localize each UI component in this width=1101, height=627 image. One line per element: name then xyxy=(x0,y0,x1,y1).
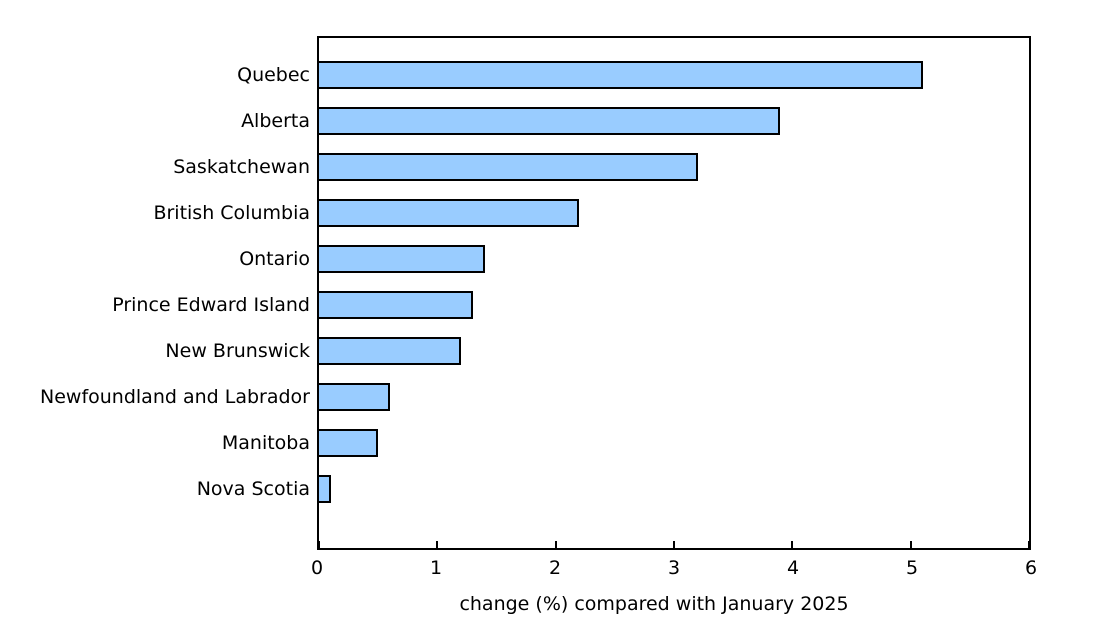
bar-row xyxy=(317,144,1029,190)
bar xyxy=(317,383,390,411)
bar-row xyxy=(317,374,1029,420)
plot-area xyxy=(317,36,1031,550)
bar-row xyxy=(317,190,1029,236)
category-label: Quebec xyxy=(237,64,310,86)
category-label: Ontario xyxy=(239,248,310,270)
x-axis-tick xyxy=(673,541,675,548)
category-label: Prince Edward Island xyxy=(112,294,310,316)
bar xyxy=(317,429,379,457)
bar-row xyxy=(317,282,1029,328)
bar xyxy=(317,245,485,273)
y-axis-category-labels: Quebec Alberta Saskatchewan British Columbi… xyxy=(0,52,310,512)
bar xyxy=(317,153,698,181)
x-axis-tick-label: 6 xyxy=(1024,557,1038,579)
x-axis-tick xyxy=(554,541,557,548)
bars-container xyxy=(317,52,1029,512)
category-label: Nova Scotia xyxy=(196,478,310,500)
category-label: Alberta xyxy=(241,110,310,132)
category-label: New Brunswick xyxy=(165,340,310,362)
x-axis-tick-label: 1 xyxy=(429,557,443,579)
x-axis-tick xyxy=(436,541,439,548)
bar-row xyxy=(317,420,1029,466)
x-axis-tick xyxy=(909,541,912,548)
category-label: Saskatchewan xyxy=(173,156,310,178)
bar xyxy=(317,475,331,503)
x-axis-tick-label: 5 xyxy=(905,557,919,579)
bar-row xyxy=(317,328,1029,374)
x-axis-tick-label: 3 xyxy=(667,557,681,579)
x-axis-tick xyxy=(791,541,794,548)
x-axis-tick-label: 2 xyxy=(548,557,562,579)
x-axis-tick-label: 4 xyxy=(786,557,800,579)
x-axis-title: change (%) compared with January 2025 xyxy=(459,593,849,615)
bar xyxy=(317,337,461,365)
bar xyxy=(317,107,781,135)
category-label: British Columbia xyxy=(153,202,310,224)
x-axis-tick xyxy=(1028,541,1030,548)
bar-row xyxy=(317,466,1029,512)
bar xyxy=(317,61,923,89)
bar xyxy=(317,291,473,319)
bar-row xyxy=(317,98,1029,144)
bar xyxy=(317,199,580,227)
bar-row xyxy=(317,236,1029,282)
x-axis-tick-label: 0 xyxy=(310,557,324,579)
category-label: Newfoundland and Labrador xyxy=(40,386,310,408)
category-label: Manitoba xyxy=(221,432,310,454)
x-axis-tick xyxy=(318,541,320,548)
x-axis-tick-labels: 0 1 2 3 4 5 6 xyxy=(311,557,1037,581)
bar-row xyxy=(317,52,1029,98)
